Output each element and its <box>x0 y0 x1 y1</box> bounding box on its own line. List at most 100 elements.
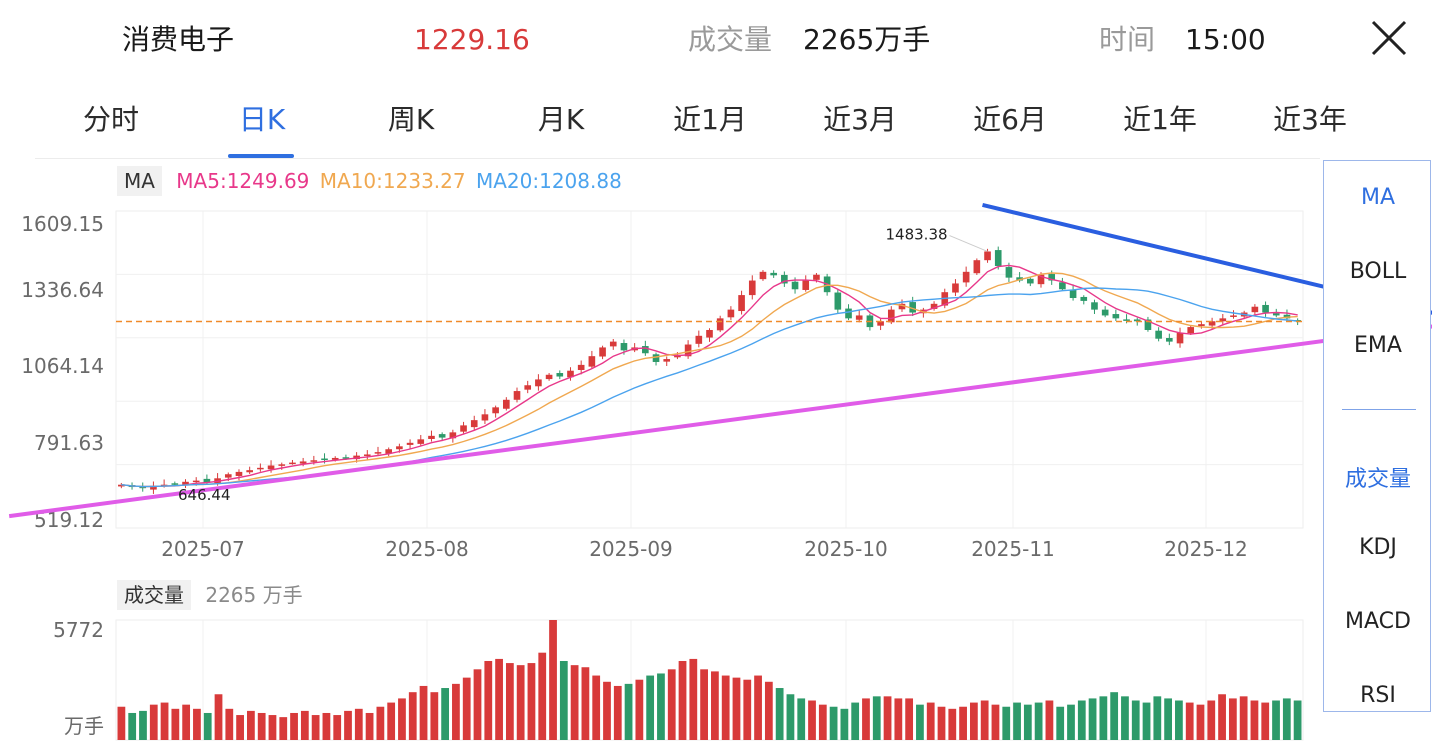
candle-body <box>1166 338 1173 342</box>
volume-legend: 成交量 2265 万手 <box>117 580 303 610</box>
tab-3-years[interactable]: 近3年 <box>1273 103 1347 136</box>
candle-body <box>438 434 446 438</box>
volume-bar <box>635 679 644 740</box>
candle-body <box>1016 277 1023 281</box>
volume-bar <box>1228 698 1237 740</box>
volume-bar <box>398 698 406 740</box>
volume-bar <box>818 704 827 740</box>
volume-bar <box>1218 694 1226 740</box>
candle-body <box>481 414 489 421</box>
candle-body <box>781 274 788 284</box>
candle-body <box>1230 315 1237 317</box>
candle-body <box>374 452 382 454</box>
volume-bar <box>462 677 471 740</box>
candle-body <box>588 356 596 367</box>
candle-body <box>1059 282 1066 290</box>
tab-1-month[interactable]: 近1月 <box>673 103 747 136</box>
candle-body <box>331 457 339 460</box>
candle-body <box>1133 319 1141 322</box>
volume-bar <box>300 710 309 740</box>
volume-bar <box>797 698 806 740</box>
high-annotation-leader <box>949 235 988 252</box>
indicator-kdj[interactable]: KDJ <box>1359 535 1397 560</box>
y-tick-label: 791.63 <box>34 431 104 455</box>
volume-bar <box>473 669 482 740</box>
candle-body <box>834 292 842 310</box>
volume-bar <box>786 694 795 740</box>
candle-body <box>321 458 328 461</box>
candle-body <box>342 457 350 459</box>
volume-bar <box>452 683 460 740</box>
tab-3-months[interactable]: 近3月 <box>823 103 897 136</box>
tab-weekly-k[interactable]: 周K <box>387 103 435 136</box>
volume-bar <box>182 704 191 740</box>
close-button[interactable] <box>1370 19 1408 57</box>
indicator-boll[interactable]: BOLL <box>1349 259 1407 284</box>
volume-bar <box>311 715 320 740</box>
tab-intraday[interactable]: 分时 <box>82 103 140 136</box>
candle-body <box>738 295 745 312</box>
candle-body <box>299 461 307 464</box>
candle-body <box>1219 318 1227 322</box>
candle-body <box>1198 324 1205 327</box>
volume-bar <box>743 679 752 740</box>
indicator-rsi[interactable]: RSI <box>1360 683 1396 708</box>
candle-body <box>930 303 938 309</box>
indicator-ema[interactable]: EMA <box>1354 333 1402 358</box>
ma-legend-box: MA <box>117 166 162 196</box>
tab-monthly-k[interactable]: 月K <box>537 103 585 136</box>
candle-body <box>278 464 286 466</box>
volume-bar <box>387 702 396 740</box>
time-label: 时间 <box>1099 23 1156 56</box>
candle-body <box>663 359 671 362</box>
indicator-macd[interactable]: MACD <box>1345 609 1411 634</box>
candle-body <box>877 321 884 326</box>
candle-body <box>1080 296 1088 301</box>
volume-bar <box>1131 700 1140 740</box>
high-annotation: 1483.38 <box>886 226 948 244</box>
candle-body <box>887 309 895 323</box>
candle-body <box>235 471 243 476</box>
candle-body <box>898 303 906 310</box>
y-tick-label: 1064.14 <box>21 354 104 378</box>
volume-bar <box>592 675 601 740</box>
candle-body <box>1272 313 1280 316</box>
x-tick-label: 2025-10 <box>804 537 888 561</box>
volume-value: 2265万手 <box>803 23 931 56</box>
volume-bar <box>527 663 536 740</box>
volume-bar <box>333 715 342 740</box>
candle-body <box>310 460 318 462</box>
candle-body <box>855 315 863 320</box>
volume-bar <box>926 702 935 740</box>
tab-daily-k[interactable]: 日K <box>238 103 286 136</box>
volume-bar <box>862 698 870 740</box>
candle-body <box>503 399 510 409</box>
candle-body <box>706 329 713 338</box>
volume-bar <box>808 700 816 740</box>
indicator-panel: MA BOLL EMA 成交量 KDJ MACD RSI <box>1323 160 1431 712</box>
ma10-line <box>121 272 1298 488</box>
candle-body <box>556 373 564 377</box>
tab-6-months[interactable]: 近6月 <box>973 103 1047 136</box>
candle-body <box>492 407 499 414</box>
volume-bar <box>732 677 741 740</box>
price-plot-frame <box>115 210 1304 529</box>
volume-bar <box>1207 700 1216 740</box>
indicator-volume[interactable]: 成交量 <box>1344 467 1411 492</box>
candle-body <box>118 484 125 487</box>
volume-bar <box>419 685 428 740</box>
volume-bar <box>322 712 331 740</box>
candle-body <box>962 271 970 283</box>
y-tick-label: 519.12 <box>34 508 104 532</box>
volume-bar <box>916 704 924 740</box>
candle-body <box>1208 321 1216 326</box>
volume-legend-box: 成交量 <box>117 580 191 610</box>
candle-body <box>984 251 991 261</box>
volume-bar <box>193 708 201 740</box>
candle-body <box>1037 274 1045 285</box>
tab-1-year[interactable]: 近1年 <box>1123 103 1197 136</box>
volume-bar <box>171 708 180 740</box>
indicator-ma[interactable]: MA <box>1360 185 1396 210</box>
volume-bar <box>1067 704 1075 740</box>
